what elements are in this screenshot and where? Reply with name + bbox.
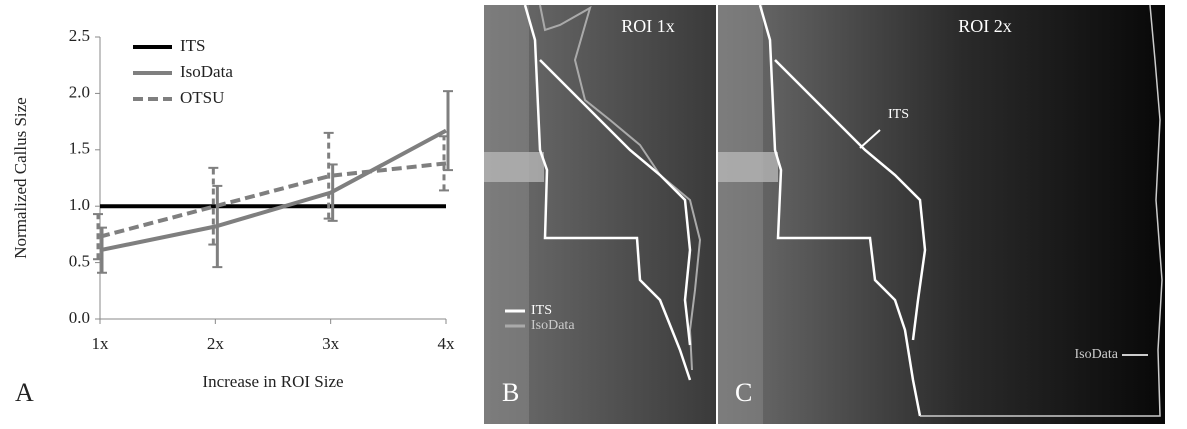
its-outline: [523, 4, 692, 381]
y-axis-title: Normalized Callus Size: [11, 97, 30, 258]
panel-c: ITS IsoData ROI 2x C: [718, 4, 1165, 424]
x-tick-label: 2x: [207, 334, 225, 353]
its-outline: [758, 4, 922, 417]
panel-b: ITS IsoData ROI 1x B: [484, 4, 716, 424]
x-tick-label: 4x: [438, 334, 456, 353]
image-background: [718, 5, 1165, 424]
legend-label: IsoData: [180, 62, 233, 81]
legend-label: ITS: [531, 303, 552, 318]
panel-label: C: [735, 378, 752, 407]
isodata-outline: [539, 4, 702, 371]
isodata-outline: [920, 4, 1163, 417]
its-outline: [774, 59, 927, 341]
panel-title: ROI 1x: [621, 16, 675, 36]
panel-label: A: [15, 378, 34, 407]
chart-a: A Increase in ROI Size Normalized Callus…: [11, 26, 455, 407]
y-tick-label: 2.5: [69, 26, 90, 45]
series-line: [99, 161, 447, 239]
panel-title: ROI 2x: [958, 16, 1012, 36]
x-tick-label: 1x: [92, 334, 110, 353]
its-outline: [539, 59, 692, 346]
legend-label: OTSU: [180, 88, 224, 107]
panel-label: B: [502, 378, 519, 407]
series-line: [99, 128, 447, 253]
y-tick-label: 0.0: [69, 308, 90, 327]
x-tick-label: 3x: [322, 334, 340, 353]
arrow: [859, 129, 881, 149]
y-tick-label: 1.0: [69, 195, 90, 214]
annotation: IsoData: [1074, 347, 1118, 362]
bone: [484, 5, 529, 424]
legend-label: ITS: [180, 36, 206, 55]
bone: [718, 5, 763, 424]
legend-label: IsoData: [531, 318, 575, 333]
y-tick-label: 1.5: [69, 139, 90, 158]
y-tick-label: 0.5: [69, 252, 90, 271]
implant: [484, 152, 544, 182]
y-tick-label: 2.0: [69, 82, 90, 101]
implant: [718, 152, 778, 182]
annotation: ITS: [888, 107, 909, 122]
x-axis-title: Increase in ROI Size: [202, 372, 343, 391]
